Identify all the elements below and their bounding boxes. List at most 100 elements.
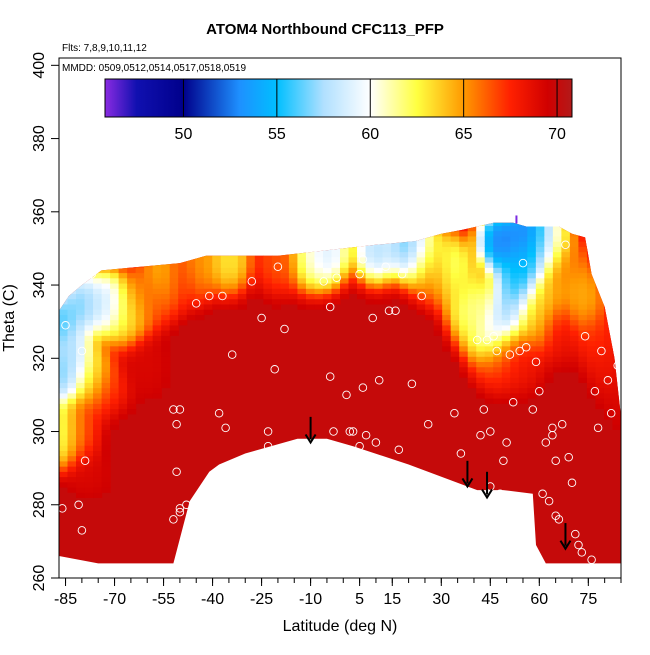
heatmap-cell [374, 215, 383, 221]
heatmap-cell [527, 256, 537, 263]
heatmap-cell [169, 282, 179, 289]
heatmap-cell [535, 235, 545, 242]
heatmap-cell [220, 235, 230, 242]
heatmap-cell [527, 377, 537, 383]
heatmap-cell [186, 298, 196, 305]
heatmap-cell [203, 288, 213, 295]
heatmap-cell [595, 293, 605, 300]
heatmap-cell [484, 382, 494, 389]
heatmap-cell [535, 293, 545, 300]
heatmap-cell [484, 350, 494, 357]
heatmap-cell [561, 330, 571, 336]
heatmap-cell [476, 215, 485, 221]
heatmap-cell [229, 298, 239, 305]
heatmap-cell [476, 356, 486, 363]
heatmap-cell [93, 282, 103, 289]
heatmap-cell [544, 225, 554, 232]
heatmap-cell [578, 324, 588, 331]
heatmap-cell [59, 288, 69, 295]
heatmap-cell [101, 314, 111, 321]
heatmap-cell [84, 319, 94, 326]
heatmap-cell [220, 267, 230, 274]
heatmap-cell [93, 382, 103, 389]
heatmap-cell [305, 246, 316, 253]
heatmap-cell [195, 246, 205, 253]
heatmap-cell [501, 277, 511, 284]
heatmap-cell [144, 272, 154, 279]
heatmap-cell [101, 481, 111, 488]
heatmap-cell [110, 262, 120, 268]
heatmap-cell [93, 324, 103, 331]
heatmap-cell [416, 282, 426, 289]
heatmap-cell [527, 298, 537, 305]
heatmap-cell [467, 282, 477, 289]
heatmap-cell [501, 330, 511, 336]
heatmap-cell [527, 222, 537, 226]
heatmap-cell [237, 293, 247, 300]
heatmap-cell [322, 267, 333, 274]
heatmap-cell [288, 262, 299, 268]
heatmap-cell [101, 460, 111, 467]
heatmap-cell [570, 210, 579, 216]
heatmap-cell [612, 293, 621, 300]
heatmap-cell [288, 222, 299, 226]
heatmap-cell [484, 303, 494, 310]
heatmap-cell [391, 225, 401, 232]
heatmap-cell [450, 235, 460, 242]
heatmap-cell [314, 272, 324, 279]
heatmap-cell [349, 204, 358, 210]
heatmap-cell [221, 210, 230, 216]
heatmap-cell [135, 387, 145, 394]
heatmap-cell [314, 293, 324, 300]
heatmap-cell [152, 293, 162, 300]
heatmap-cell [552, 340, 562, 347]
heatmap-cell [305, 282, 316, 289]
heatmap-cell [84, 408, 94, 415]
observation-point [175, 507, 185, 517]
heatmap-cell [178, 251, 188, 258]
heatmap-cell [586, 298, 597, 305]
heatmap-cell [467, 256, 477, 263]
heatmap-cell [161, 361, 171, 368]
heatmap-cell [357, 272, 367, 279]
heatmap-cell [417, 204, 426, 210]
heatmap-cell [578, 215, 587, 221]
heatmap-cell [101, 251, 111, 258]
colorbar-tick-label: 65 [455, 126, 473, 143]
heatmap-cell [76, 298, 86, 305]
heatmap-cell [101, 335, 111, 342]
heatmap-cell [110, 335, 120, 342]
heatmap-cell [127, 293, 137, 300]
heatmap-cell [127, 356, 137, 363]
heatmap-cell [467, 267, 477, 274]
heatmap-cell [391, 230, 401, 237]
heatmap-cell [59, 324, 69, 331]
heatmap-cell [144, 230, 154, 237]
heatmap-cell [127, 324, 137, 331]
heatmap-cell [467, 277, 477, 284]
x-tick-label: 30 [432, 591, 450, 608]
heatmap-cell [586, 246, 597, 253]
heatmap-cell [569, 277, 580, 284]
heatmap-cell [612, 288, 621, 295]
heatmap-cell [535, 272, 545, 279]
heatmap-cell [493, 303, 503, 310]
heatmap-cell [552, 288, 562, 295]
heatmap-cell [603, 309, 614, 315]
heatmap-cell [135, 246, 145, 253]
heatmap-cell [450, 241, 460, 247]
heatmap-cell [178, 309, 188, 315]
heatmap-cell [467, 222, 477, 226]
heatmap-cell [340, 210, 349, 216]
heatmap-cell [527, 288, 537, 295]
heatmap-cell [110, 392, 120, 399]
heatmap-cell [59, 471, 69, 478]
heatmap-cell [110, 272, 120, 279]
heatmap-cell [459, 335, 469, 342]
heatmap-cell [59, 398, 69, 404]
heatmap-cell [101, 282, 111, 289]
heatmap-cell [297, 251, 307, 258]
heatmap-cell [254, 288, 264, 295]
heatmap-cell [595, 251, 605, 258]
heatmap-cell [322, 225, 333, 232]
